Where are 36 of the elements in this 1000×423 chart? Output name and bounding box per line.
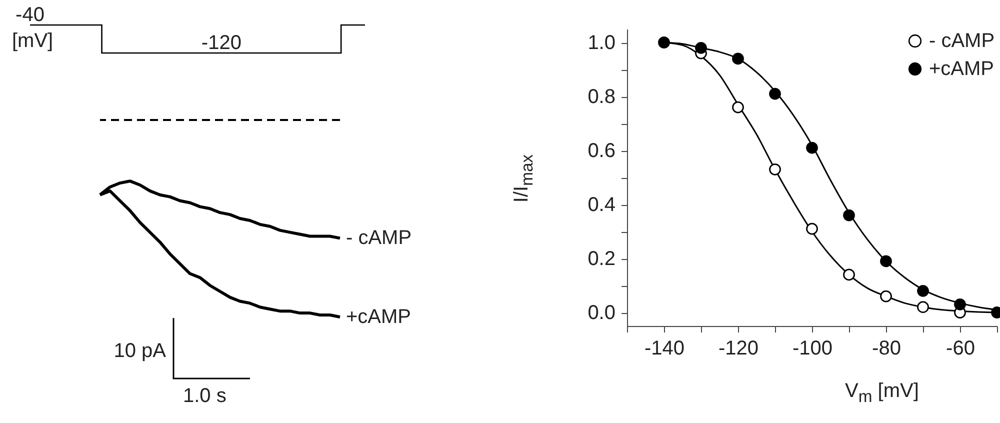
point — [917, 284, 929, 297]
point — [843, 209, 855, 222]
x-tick-label: -60 — [946, 338, 975, 360]
x-tick-label: -80 — [872, 338, 901, 360]
y-tick-label: 0.6 — [588, 140, 616, 162]
point — [954, 298, 966, 310]
y-tick-label: 0.2 — [588, 248, 616, 270]
y-tick-label: 0.0 — [588, 302, 616, 324]
point — [806, 142, 818, 154]
y-tick-label: 0.4 — [588, 194, 616, 216]
point — [658, 36, 670, 48]
point — [917, 301, 929, 314]
point — [880, 255, 892, 268]
annotation: [mV] — [12, 30, 54, 53]
y-tick-label: 1.0 — [588, 32, 616, 54]
x-tick-label: -140 — [644, 338, 685, 360]
y-tick-label: 0.8 — [588, 86, 616, 108]
point — [880, 290, 892, 302]
point — [769, 88, 781, 100]
data-label: -120 — [201, 32, 242, 54]
series-label: +cAMP — [346, 306, 412, 328]
point — [843, 268, 855, 281]
point — [695, 42, 707, 54]
x-tick-label: -120 — [718, 338, 759, 360]
point — [732, 101, 744, 114]
series-label: - cAMP — [346, 227, 412, 250]
x-axis-title: V$_{m}$ [mV] — [845, 380, 919, 407]
text: 10 pA — [114, 340, 166, 363]
data-label: -40 — [16, 4, 44, 26]
point — [732, 52, 744, 65]
text: 1.0 s — [183, 385, 226, 408]
x-tick-label: -100 — [792, 338, 833, 360]
point — [806, 222, 818, 235]
point — [769, 163, 781, 176]
legend-label: - cAMP — [929, 30, 995, 52]
legend-label: +cAMP — [929, 58, 994, 80]
